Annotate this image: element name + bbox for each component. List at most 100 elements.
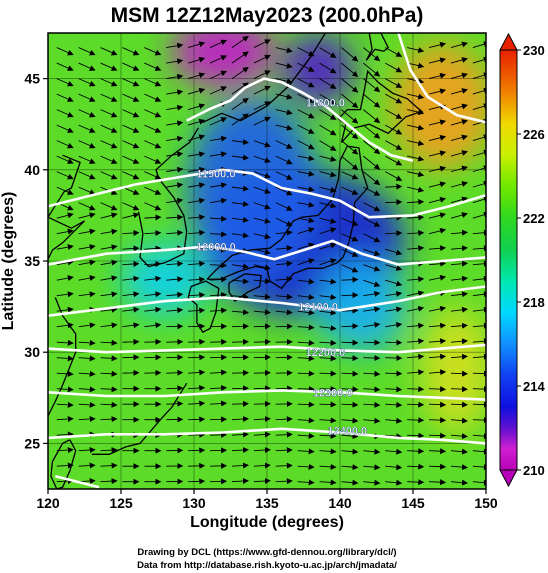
wind-arrow bbox=[407, 155, 425, 162]
wind-arrow bbox=[363, 290, 381, 297]
wind-arrow bbox=[341, 339, 359, 346]
wind-arrow bbox=[275, 171, 293, 180]
wind-arrow bbox=[275, 109, 293, 116]
wind-arrow bbox=[385, 140, 403, 150]
wind-arrow bbox=[100, 212, 118, 219]
wind-arrow bbox=[100, 370, 118, 377]
wind-arrow bbox=[275, 431, 293, 438]
wind-arrow bbox=[450, 134, 468, 142]
wind-arrow bbox=[363, 140, 381, 155]
colorbar-label: 210 bbox=[523, 463, 545, 478]
wind-arrow bbox=[363, 186, 381, 196]
wind-arrow bbox=[100, 291, 118, 298]
wind-arrow bbox=[166, 73, 184, 80]
wind-arrow bbox=[407, 322, 425, 329]
y-axis-title: Latitude (degrees) bbox=[0, 192, 17, 331]
height-contours bbox=[48, 33, 486, 489]
wind-arrow bbox=[210, 276, 228, 283]
wind-arrow bbox=[429, 401, 447, 408]
wind-arrow bbox=[450, 245, 469, 252]
wind-arrow bbox=[166, 276, 184, 283]
wind-arrow bbox=[428, 212, 447, 219]
wind-arrow bbox=[363, 233, 381, 243]
wind-arrow bbox=[385, 214, 403, 221]
wind-arrow bbox=[319, 417, 337, 424]
wind-arrow bbox=[100, 462, 118, 469]
wind-arrow bbox=[166, 89, 184, 96]
wind-arrow bbox=[78, 47, 96, 56]
contour-label: 11900.0 bbox=[196, 168, 235, 180]
wind-arrow bbox=[385, 109, 403, 119]
wind-arrow bbox=[407, 93, 425, 100]
wind-arrow bbox=[363, 78, 381, 93]
contour-line bbox=[54, 474, 100, 489]
wind-arrow bbox=[209, 70, 228, 80]
wind-arrow bbox=[56, 140, 74, 149]
credit-data: Data from http://database.rish.kyoto-u.a… bbox=[137, 560, 397, 571]
wind-arrow bbox=[122, 78, 140, 87]
wind-arrow bbox=[341, 479, 359, 486]
wind-arrow bbox=[407, 62, 425, 69]
wind-arrow bbox=[319, 463, 337, 470]
wind-arrow bbox=[100, 109, 118, 118]
wind-arrow bbox=[472, 353, 486, 360]
wind-arrow bbox=[56, 47, 74, 56]
wind-arrow bbox=[319, 109, 337, 120]
wind-arrow bbox=[319, 479, 337, 486]
wind-arrow bbox=[385, 264, 403, 271]
wind-arrow bbox=[144, 155, 162, 164]
wind-arrow bbox=[188, 87, 206, 95]
wind-arrow bbox=[341, 307, 359, 314]
wind-arrow bbox=[341, 264, 359, 273]
wind-arrow bbox=[319, 339, 337, 346]
wind-arrow bbox=[209, 135, 228, 142]
wind-arrow bbox=[407, 432, 425, 439]
wind-arrow bbox=[210, 338, 228, 345]
wind-arrow bbox=[100, 62, 118, 71]
wind-arrow bbox=[166, 400, 184, 407]
coastline-kyushu bbox=[187, 280, 220, 333]
wind-arrow bbox=[210, 323, 228, 330]
chart-title: MSM 12Z12May2023 (200.0hPa) bbox=[111, 4, 424, 27]
wind-arrow bbox=[428, 181, 447, 188]
wind-arrow bbox=[319, 93, 337, 105]
wind-arrow bbox=[385, 78, 403, 88]
wind-arrow bbox=[363, 448, 381, 455]
wind-arrow bbox=[253, 431, 271, 438]
wind-arrow bbox=[363, 464, 381, 471]
wind-arrow bbox=[450, 291, 469, 298]
wind-arrow bbox=[210, 307, 228, 314]
wind-arrow bbox=[209, 117, 228, 126]
wind-arrow bbox=[472, 165, 486, 173]
wind-arrow bbox=[56, 416, 74, 422]
contour-label: 12000.0 bbox=[196, 241, 236, 253]
wind-arrow bbox=[428, 150, 447, 157]
wind-arrow bbox=[472, 87, 486, 95]
wind-arrow bbox=[253, 478, 271, 485]
wind-arrow bbox=[56, 447, 74, 453]
wind-arrow bbox=[385, 155, 403, 166]
wind-arrow bbox=[319, 309, 337, 316]
wind-arrow bbox=[210, 231, 228, 238]
wind-arrow bbox=[450, 212, 468, 219]
wind-arrow bbox=[166, 135, 184, 142]
wind-arrow bbox=[275, 78, 293, 85]
wind-arrow bbox=[341, 78, 359, 93]
wind-arrow bbox=[56, 322, 74, 329]
wind-arrow bbox=[231, 232, 250, 239]
wind-arrow bbox=[210, 462, 228, 469]
contour-line bbox=[48, 168, 486, 219]
wind-arrow bbox=[122, 275, 140, 282]
wind-arrow bbox=[78, 386, 96, 393]
wind-arrow bbox=[450, 322, 469, 329]
wind-arrow bbox=[363, 109, 381, 124]
wind-arrow bbox=[472, 134, 486, 142]
wind-arrow bbox=[385, 339, 403, 346]
wind-arrow bbox=[407, 386, 425, 393]
wind-arrow bbox=[100, 355, 118, 362]
wind-arrow bbox=[144, 109, 162, 118]
wind-arrow bbox=[472, 103, 486, 111]
wind-arrow bbox=[166, 260, 184, 267]
wind-arrow bbox=[319, 140, 337, 151]
wind-arrow bbox=[297, 401, 315, 408]
